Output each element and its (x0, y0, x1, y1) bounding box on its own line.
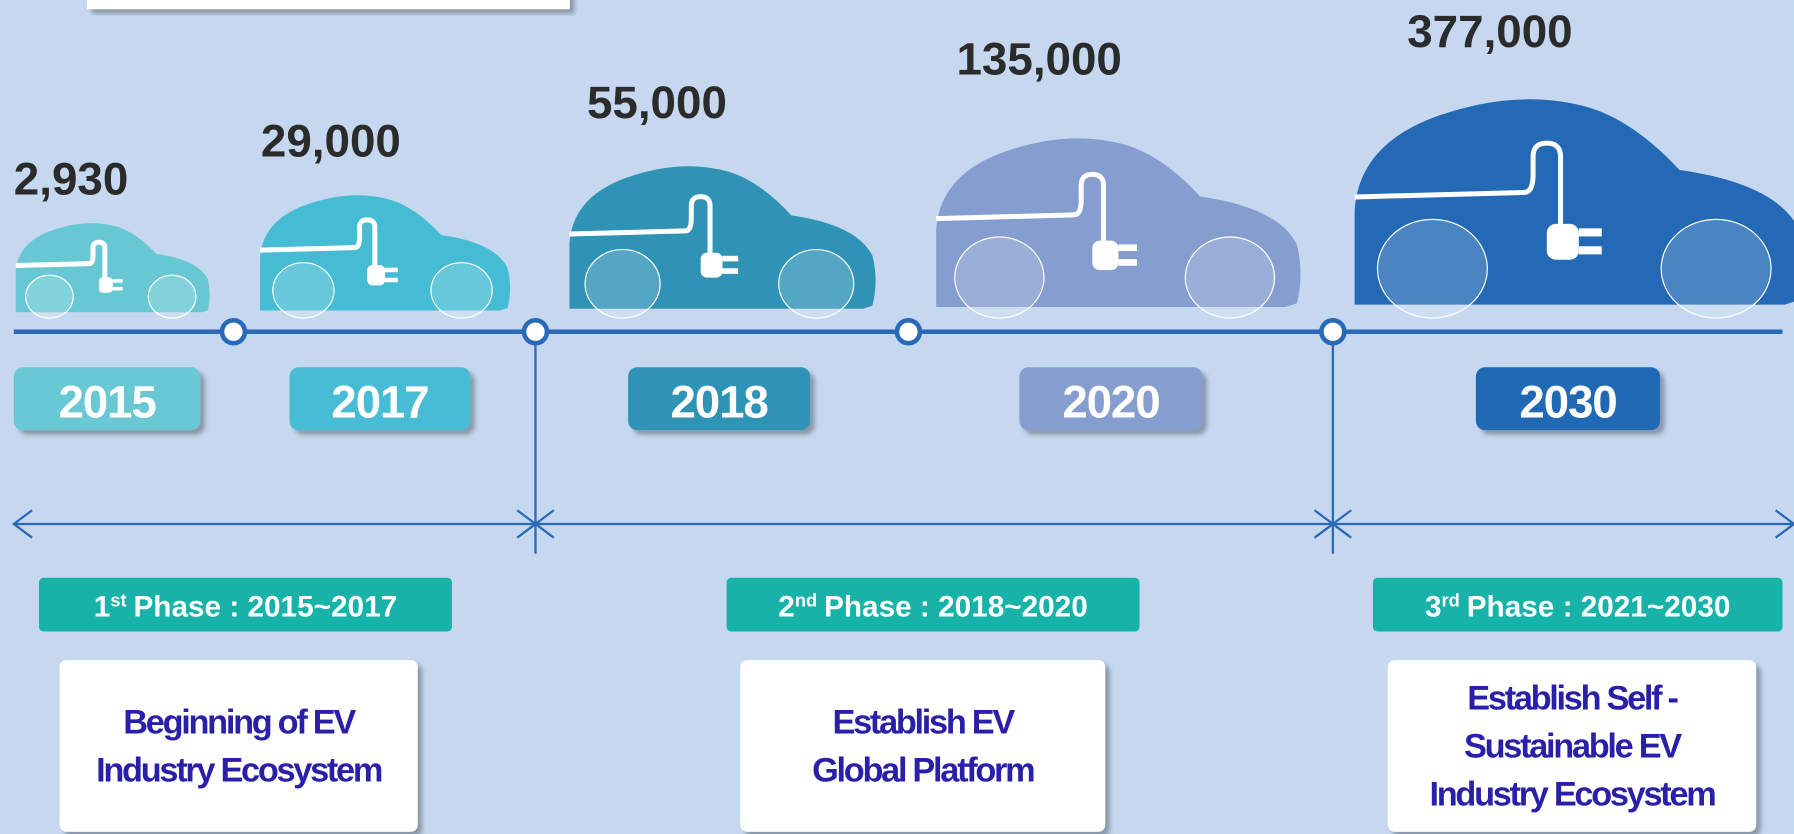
plug-pin (723, 256, 739, 262)
plug (1092, 241, 1118, 270)
description-line: Establish EV (833, 703, 1016, 741)
phase-suffix: nd (795, 589, 817, 610)
phase-text: Phase : 2021~2030 (1467, 591, 1731, 624)
plug-pin (385, 278, 398, 283)
page: 2,930 2015 29,000 2017 55,000 2018 135,000 2020… (0, 0, 1794, 834)
plug-pin (1118, 244, 1137, 251)
year-label: 2030 (1519, 377, 1616, 428)
plug-pin (113, 279, 123, 283)
description-box (740, 660, 1105, 832)
phase-ordinal: 2 (778, 591, 795, 624)
year-label: 2017 (331, 377, 428, 428)
phase-text: Phase : 2015~2017 (133, 591, 397, 624)
description-line: Establish Self - (1467, 679, 1678, 717)
car-wheel (779, 250, 854, 318)
plug-pin (385, 268, 398, 273)
plug (1547, 224, 1579, 260)
phase-suffix: st (110, 589, 126, 610)
year-label: 2018 (671, 377, 769, 428)
car-wheel (1377, 219, 1487, 318)
car-wheel (585, 250, 660, 318)
phases: 1st Phase : 2015~2017 Beginning of EV Indus… (39, 578, 1783, 832)
phase-text: Phase : 2018~2020 (824, 591, 1088, 624)
plug-pin (113, 287, 123, 291)
phase-label: 2nd Phase : 2018~2020 (778, 589, 1087, 623)
car-wheel (1661, 219, 1771, 318)
description-line: Industry Ecosystem (1430, 775, 1716, 813)
phase-label: 3rd Phase : 2021~2030 (1425, 589, 1730, 623)
phase-ordinal: 1 (94, 591, 111, 624)
value-label: 55,000 (587, 77, 727, 128)
description-box (60, 660, 418, 832)
plug-pin (1579, 246, 1602, 254)
infographic: 2,930 2015 29,000 2017 55,000 2018 135,000 2020… (0, 0, 1794, 834)
phase-label: 1st Phase : 2015~2017 (94, 589, 397, 623)
plug-pin (1118, 259, 1137, 266)
header-box (87, 0, 570, 9)
car-wheel (148, 275, 196, 318)
car-wheel (26, 275, 74, 318)
plug-pin (1579, 228, 1602, 236)
value-label: 135,000 (956, 33, 1121, 84)
phase-suffix: rd (1442, 589, 1460, 610)
phase-ordinal: 3 (1425, 591, 1442, 624)
car-wheel (431, 263, 492, 318)
car-wheel (955, 237, 1044, 318)
plug-pin (723, 268, 739, 274)
description-line: Beginning of EV (123, 703, 356, 741)
value-label: 2,930 (14, 153, 128, 204)
plug (701, 253, 723, 278)
year-label: 2015 (58, 377, 156, 428)
description-line: Global Platform (812, 751, 1034, 789)
car-wheel (1185, 237, 1274, 318)
value-label: 377,000 (1407, 6, 1572, 57)
plug (367, 265, 385, 285)
plug (99, 277, 113, 293)
car-wheel (273, 263, 334, 318)
value-label: 29,000 (261, 116, 401, 167)
description-line: Industry Ecosystem (96, 751, 382, 789)
year-label: 2020 (1062, 377, 1159, 428)
description-line: Sustainable EV (1464, 727, 1682, 765)
